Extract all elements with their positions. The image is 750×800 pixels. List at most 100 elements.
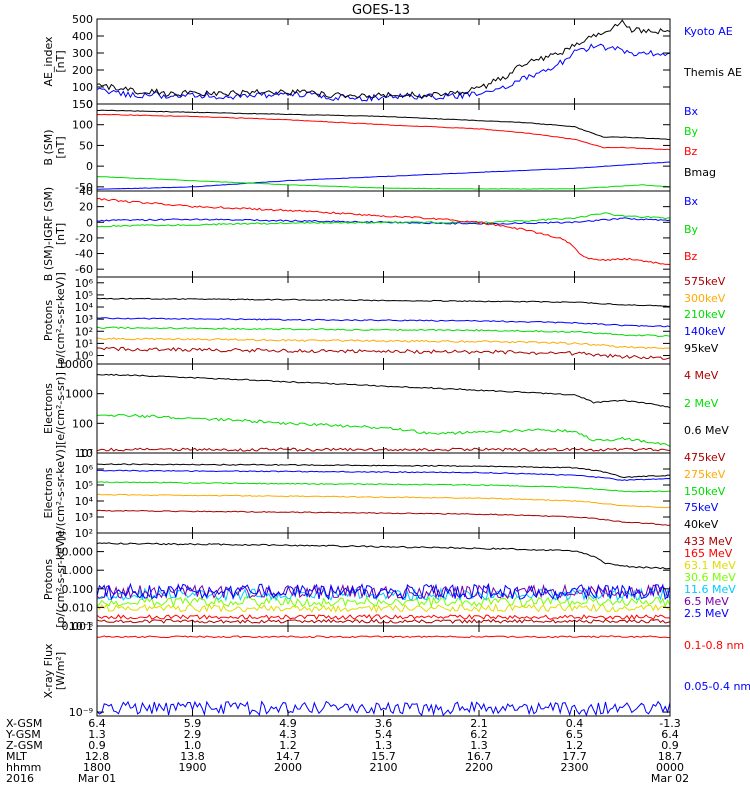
series-line-6-1	[96, 614, 670, 621]
y-tick-label: 10²	[75, 325, 93, 338]
x-tick-value: 6.2	[470, 728, 488, 741]
y-tick-label: 500	[72, 13, 93, 26]
x-tick-value: 1.2	[566, 739, 584, 752]
figure-title: GOES-13	[352, 3, 410, 18]
series-line-6-3	[96, 595, 671, 609]
y-axis-label: [nT]	[54, 136, 67, 158]
series-line-3-1	[96, 337, 671, 350]
series-line-5-3	[97, 469, 671, 482]
y-axis-label: [e/(cm²-s-sr)]	[54, 372, 67, 445]
y-tick-label: 0.001	[62, 620, 94, 633]
y-tick-label: -40	[75, 248, 93, 261]
legend-entry: 0.1-0.8 nm	[684, 639, 744, 652]
y-tick-label: 10⁵	[75, 289, 93, 302]
x-tick-value: 3.6	[375, 717, 393, 730]
y-axis-label: [nT]	[54, 50, 67, 72]
y-axis-label: Electrons	[42, 467, 55, 518]
legend-entry: 0.6 MeV	[684, 424, 729, 437]
x-tick-value: 1900	[179, 761, 207, 774]
legend-entry: Bmag	[684, 166, 716, 179]
x-tick-value: 0000	[656, 761, 684, 774]
x-tick-value: 4.9	[279, 717, 297, 730]
series-line-4-1	[96, 413, 671, 448]
x-tick-value: Mar 01	[78, 772, 116, 785]
series-line-3-2	[96, 326, 671, 338]
y-tick-label: 10⁻⁸	[69, 620, 94, 633]
legend-entry: 4 MeV	[684, 369, 719, 382]
x-row-label: Y-GSM	[5, 728, 41, 741]
y-tick-label: 50	[79, 139, 93, 152]
y-axis-label: Electrons	[42, 383, 55, 434]
legend-entry: 11.6 MeV	[684, 583, 736, 596]
y-axis-label: [nT]	[54, 223, 67, 245]
y-tick-label: 0.010	[62, 601, 94, 614]
legend-entry: Bz	[684, 145, 698, 158]
y-tick-label: 10⁷	[75, 447, 93, 460]
legend-entry: 95keV	[684, 342, 719, 355]
x-tick-value: 1.2	[279, 739, 297, 752]
panel-0: 0 100 200 300 400 500 AE_index [nT] Kyoto AE Them…	[42, 13, 742, 111]
legend-entry: 63.1 MeV	[684, 559, 736, 572]
x-tick-value: -1.3	[659, 717, 680, 730]
y-tick-label: 100	[72, 81, 93, 94]
panel-5: 10² 10³ 10⁴ 10⁵ 10⁶ 10⁷ Electrons [e/(cm²-s-sr-…	[42, 445, 726, 541]
legend-entry: Themis AE	[683, 66, 742, 79]
legend-entry: 433 MeV	[684, 535, 733, 548]
legend-entry: 475keV	[684, 451, 726, 464]
legend-entry: 150keV	[684, 485, 726, 498]
panel-2: -60 -40 -20 0 20 40 B (SM)-IGRF (SM) [nT] Bx By Bz	[42, 185, 699, 281]
y-axis-label: X-ray Flux	[42, 643, 55, 699]
y-axis-label: B (SM)-IGRF (SM)	[42, 187, 55, 281]
x-row-label: X-GSM	[6, 717, 42, 730]
x-tick-value: 18.7	[658, 750, 683, 763]
legend-entry: Bx	[684, 105, 699, 118]
series-line-3-0	[97, 346, 671, 360]
y-tick-label: 10⁻⁹	[69, 706, 93, 719]
y-tick-label: 10⁰	[75, 350, 94, 363]
x-tick-value: 6.4	[88, 717, 106, 730]
y-axis-label: AE_index	[42, 36, 55, 87]
y-tick-label: 10⁵	[75, 479, 93, 492]
x-tick-value: 6.5	[566, 728, 584, 741]
y-tick-label: 10²	[75, 527, 93, 540]
x-tick-value: 17.7	[562, 750, 587, 763]
y-tick-label: 10¹	[75, 337, 93, 350]
y-tick-label: 1000	[65, 388, 93, 401]
x-tick-value: 0.4	[566, 717, 584, 730]
y-tick-label: 10000	[58, 358, 93, 371]
x-tick-value: 12.8	[85, 750, 110, 763]
x-tick-value: 5.9	[184, 717, 202, 730]
y-tick-label: 0	[86, 216, 93, 229]
legend-entry: Bz	[684, 250, 698, 263]
legend-entry: 2 MeV	[684, 397, 719, 410]
series-line-3-3	[96, 317, 671, 328]
x-tick-value: 2300	[561, 761, 589, 774]
series-line-4-2	[96, 373, 671, 409]
series-line-5-1	[96, 493, 671, 509]
y-tick-label: 300	[72, 47, 93, 60]
legend-entry: 40keV	[684, 518, 719, 531]
y-tick-label: 200	[72, 64, 93, 77]
x-tick-value: 0.9	[661, 739, 679, 752]
legend-entry: 75keV	[684, 501, 719, 514]
x-tick-value: 16.7	[467, 750, 492, 763]
x-tick-value: 4.3	[279, 728, 297, 741]
x-tick-value: 13.8	[180, 750, 205, 763]
y-axis-label: [W/m²]	[54, 652, 67, 690]
y-tick-label: 100	[72, 417, 93, 430]
legend-entry: 6.5 MeV	[684, 595, 729, 608]
series-line-5-2	[96, 481, 670, 493]
series-line-6-2	[96, 603, 671, 614]
y-tick-label: 10⁴	[75, 495, 94, 508]
x-axis-table: X-GSMY-GSMZ-GSMMLThhmm20166.41.30.912.81…	[5, 717, 689, 785]
legend-entry: Bx	[684, 195, 699, 208]
x-tick-value: 0.9	[88, 739, 106, 752]
y-tick-label: 0	[86, 160, 93, 173]
y-tick-label: 0	[86, 98, 93, 111]
x-tick-value: 6.4	[661, 728, 679, 741]
y-tick-label: 400	[72, 30, 93, 43]
legend-entry: By	[684, 223, 699, 236]
